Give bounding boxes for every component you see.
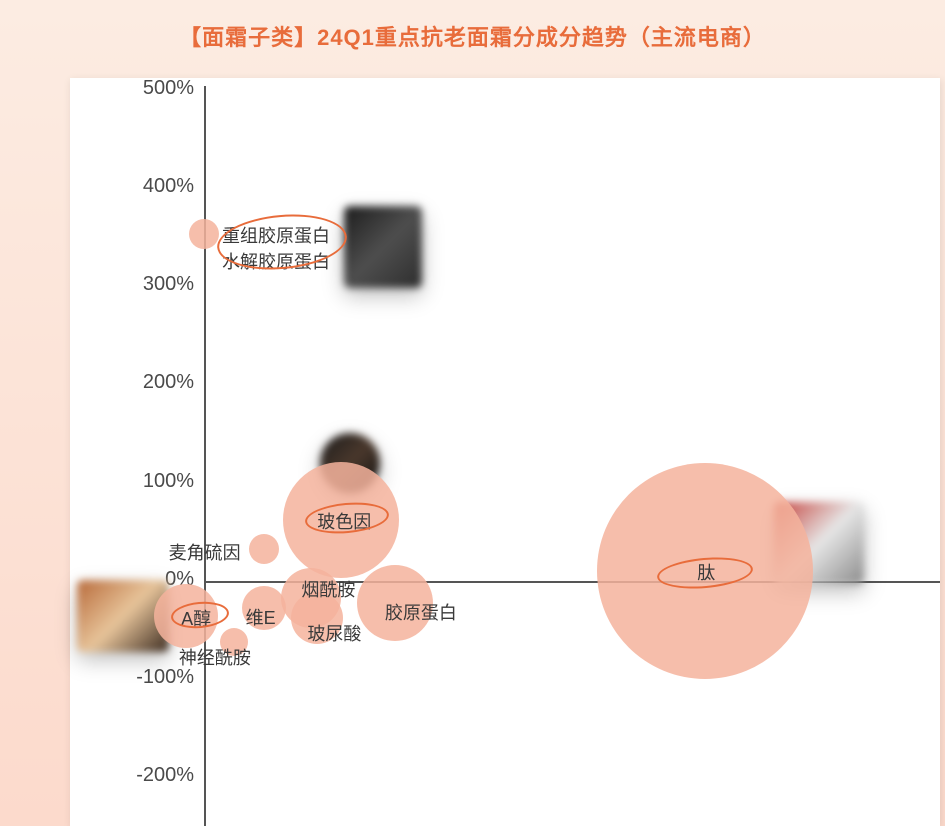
- y-tick-label: 500%: [70, 77, 194, 100]
- bubble-label-vit_e: 维E: [246, 604, 276, 630]
- bubble-collagen_recomb: [189, 219, 219, 249]
- y-tick-label: 100%: [70, 470, 194, 493]
- y-tick-label: 400%: [70, 175, 194, 198]
- y-tick-label: -100%: [70, 666, 194, 689]
- chart-title: 【面霜子类】24Q1重点抗老面霜分成分趋势（主流电商）: [0, 20, 945, 52]
- bubble-label-ergothioneine: 麦角硫因: [169, 539, 241, 565]
- bubble-label-niacinamide: 烟酰胺: [301, 576, 355, 602]
- product-thumbnail: [344, 206, 422, 288]
- bubble-label-collagen: 胶原蛋白: [385, 599, 457, 625]
- y-tick-label: -200%: [70, 764, 194, 787]
- frame: -200%-100%0%100%200%300%400%500%重组胶原蛋白水解…: [0, 0, 945, 826]
- bubble-label-ceramide: 神经酰胺: [179, 644, 251, 670]
- y-axis: [204, 86, 206, 826]
- y-tick-label: 200%: [70, 371, 194, 394]
- bubble-label-hyaluronic: 玻尿酸: [307, 620, 361, 646]
- bubble-ergothioneine: [249, 534, 279, 564]
- plot-area: -200%-100%0%100%200%300%400%500%重组胶原蛋白水解…: [70, 78, 940, 826]
- y-tick-label: 300%: [70, 273, 194, 296]
